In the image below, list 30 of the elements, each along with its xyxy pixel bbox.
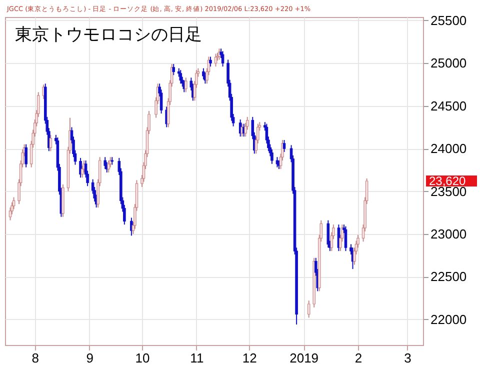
x-tick-label: 8 — [32, 350, 39, 366]
candlestick — [282, 140, 286, 152]
candlestick — [307, 300, 310, 318]
candlestick — [172, 63, 176, 76]
candlestick — [79, 157, 82, 178]
candlestick — [49, 134, 52, 152]
candlestick — [326, 220, 330, 248]
y-tick-label: 25500 — [430, 12, 467, 28]
x-tick-label: 2 — [354, 350, 362, 366]
y-tick-label: 22000 — [430, 312, 467, 327]
y-tick-label: 22500 — [430, 269, 467, 284]
candlestick — [24, 144, 28, 168]
candlestick — [202, 68, 205, 80]
candlestick — [107, 160, 110, 173]
y-tick-label: 25000 — [430, 56, 467, 71]
x-tick-label: 12 — [242, 350, 257, 366]
x-tick-label: 10 — [135, 350, 150, 366]
y-tick-label: 24000 — [430, 141, 467, 156]
candlestick — [209, 56, 212, 68]
y-tick-label: 24500 — [430, 98, 467, 114]
text: 東京トウモロコシの日足 — [15, 25, 202, 45]
y-tick-label: 23000 — [430, 226, 467, 242]
x-tick-label: 3 — [404, 350, 412, 366]
candlestick — [344, 226, 348, 252]
candlestick — [270, 148, 274, 164]
x-tick-label: 9 — [86, 350, 94, 366]
candlestick — [104, 156, 107, 170]
x-tick-label: 2019 — [290, 350, 319, 366]
candlestick — [184, 77, 188, 93]
x-tick-label: 11 — [190, 350, 204, 366]
